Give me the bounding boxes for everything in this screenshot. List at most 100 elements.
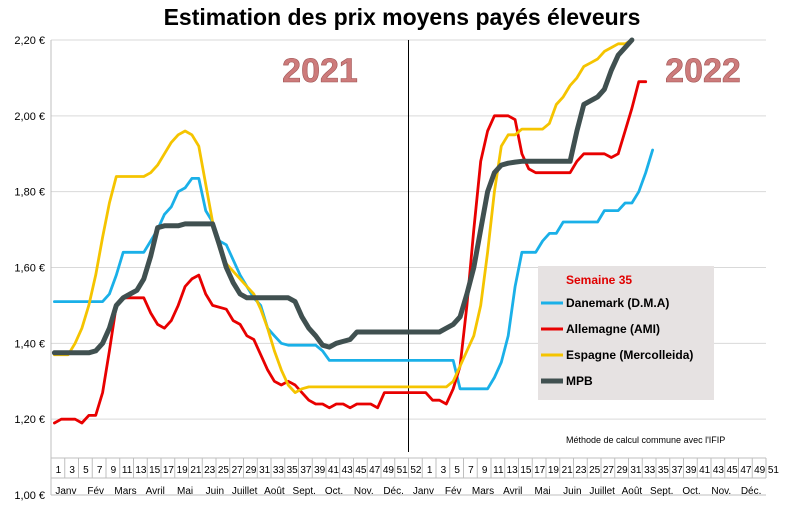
series-line-2: [53, 38, 634, 394]
month-label: Nov.: [354, 486, 374, 497]
month-label: Nov.: [711, 486, 731, 497]
month-label: Juin: [206, 486, 224, 497]
x-tick-label: 5: [83, 465, 89, 476]
y-tick-label: 1,20 €: [14, 414, 45, 426]
x-axis: 1 3 5 7 9 11 13 15 17 19 21 23 25 27 29 31 33 35 37 39 41 43 4…: [50, 457, 780, 497]
y-tick-label: 1,80 €: [14, 187, 45, 199]
x-tick-label: 45: [355, 465, 367, 476]
legend: Semaine 35 Danemark (D.M.A) Allemagne (AM…: [538, 266, 714, 400]
x-tick-label: 17: [163, 465, 175, 476]
x-tick-label: 23: [575, 465, 587, 476]
month-label: Août: [264, 486, 285, 497]
series-line-3: [51, 37, 635, 356]
x-tick-label: 11: [493, 465, 504, 476]
x-tick-label: 29: [245, 465, 257, 476]
legend-box: [538, 266, 714, 400]
x-tick-label: 41: [699, 465, 711, 476]
y-tick-label: 1,00 €: [14, 490, 45, 502]
x-tick-label: 21: [562, 465, 574, 476]
y-tick-label: 1,40 €: [14, 338, 45, 350]
x-tick-label: 9: [111, 465, 117, 476]
x-tick-label: 51: [768, 465, 780, 476]
x-tick-label: 1: [427, 465, 433, 476]
month-label: Déc.: [741, 486, 762, 497]
x-tick-label: 21: [190, 465, 202, 476]
series-line-0: [53, 148, 654, 391]
x-tick-label: 33: [644, 465, 656, 476]
month-label: Oct.: [682, 486, 700, 497]
x-tick-label: 27: [232, 465, 244, 476]
y-tick-label: 1,60 €: [14, 263, 45, 275]
x-tick-label: 5: [454, 465, 460, 476]
month-label: Fév: [445, 486, 462, 497]
month-label: Janv: [55, 486, 76, 497]
series-lines: [51, 37, 654, 425]
x-tick-label: 45: [727, 465, 739, 476]
x-tick-label: 1: [56, 465, 62, 476]
month-label: Oct.: [325, 486, 343, 497]
x-tick-label: 13: [135, 465, 147, 476]
month-label: Mai: [535, 486, 551, 497]
x-tick-label: 29: [617, 465, 629, 476]
x-tick-label: 43: [713, 465, 725, 476]
x-tick-label: 23: [204, 465, 216, 476]
y-axis: 1,00 € 1,20 € 1,40 € 1,60 € 1,80 € 2,00 € 2,20…: [14, 35, 52, 502]
x-tick-label: 19: [548, 465, 560, 476]
x-tick-label: 19: [177, 465, 189, 476]
x-tick-label: 17: [534, 465, 546, 476]
x-tick-label: 9: [482, 465, 488, 476]
x-tick-label: 41: [328, 465, 340, 476]
month-label: Mars: [114, 486, 136, 497]
month-label: Sept.: [650, 486, 673, 497]
x-tick-label: 25: [589, 465, 601, 476]
x-tick-label: 15: [520, 465, 532, 476]
legend-title: Semaine 35: [566, 273, 632, 287]
legend-entry-label: Allemagne (AMI): [566, 322, 660, 336]
month-label: Juillet: [589, 486, 615, 497]
x-tick-label: 37: [672, 465, 684, 476]
month-label: Avril: [503, 486, 522, 497]
month-label: Mars: [472, 486, 494, 497]
x-tick-label: 31: [630, 465, 642, 476]
month-label: Sept.: [293, 486, 316, 497]
y-tick-label: 2,00 €: [14, 111, 45, 123]
month-label: Déc.: [383, 486, 404, 497]
chart-title: Estimation des prix moyens payés éleveur…: [163, 4, 641, 30]
x-tick-label: 13: [507, 465, 519, 476]
x-tick-label: 47: [740, 465, 752, 476]
x-tick-label: 7: [468, 465, 474, 476]
month-label: Juillet: [232, 486, 258, 497]
y-tick-label: 2,20 €: [14, 35, 45, 47]
x-tick-label: 7: [97, 465, 103, 476]
x-tick-label: 52: [410, 465, 422, 476]
x-tick-label: 3: [441, 465, 447, 476]
x-tick-label: 49: [754, 465, 766, 476]
x-tick-label: 3: [69, 465, 75, 476]
x-tick-label: 15: [149, 465, 161, 476]
x-tick-label: 43: [342, 465, 354, 476]
month-label: Juin: [563, 486, 581, 497]
x-tick-label: 51: [397, 465, 409, 476]
method-note: Méthode de calcul commune avec l'IFIP: [566, 435, 725, 445]
month-label: Mai: [177, 486, 193, 497]
x-tick-label: 27: [603, 465, 615, 476]
legend-entry-label: MPB: [566, 374, 593, 388]
month-label: Fév: [87, 486, 104, 497]
x-tick-label: 31: [259, 465, 271, 476]
x-tick-label: 37: [300, 465, 312, 476]
legend-entry-label: Espagne (Mercolleida): [566, 348, 693, 362]
month-label: Avril: [146, 486, 165, 497]
x-tick-label: 47: [369, 465, 381, 476]
month-label: Août: [622, 486, 643, 497]
x-tick-label: 33: [273, 465, 285, 476]
x-tick-label: 49: [383, 465, 395, 476]
x-tick-label: 35: [287, 465, 299, 476]
legend-entry-label: Danemark (D.M.A): [566, 296, 669, 310]
year-label-2022: 2022: [665, 52, 741, 90]
year-label-2021: 2021: [282, 52, 358, 90]
x-tick-label: 39: [685, 465, 697, 476]
x-tick-label: 39: [314, 465, 326, 476]
x-tick-label: 25: [218, 465, 230, 476]
x-tick-label: 11: [122, 465, 133, 476]
